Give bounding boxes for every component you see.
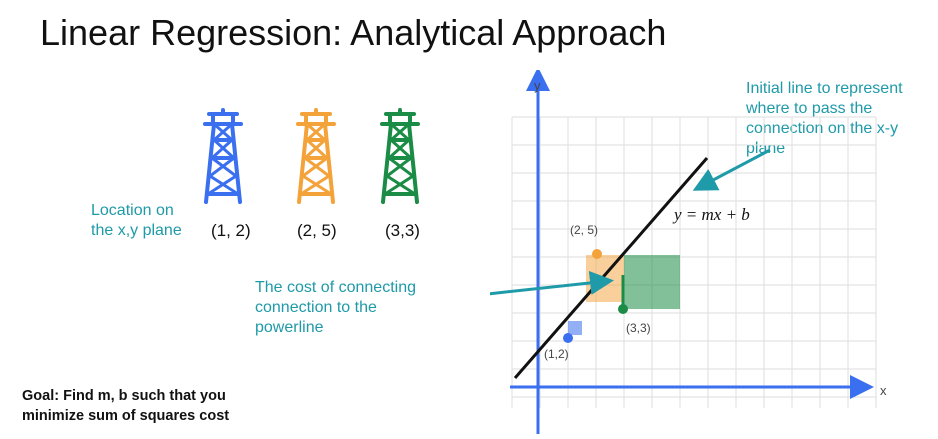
tower-coord-2: (2, 5) <box>297 221 337 240</box>
y-axis-label: y <box>534 78 541 93</box>
cost-pointer <box>490 270 614 296</box>
page-title: Linear Regression: Analytical Approach <box>40 12 667 53</box>
tower-icons <box>203 108 420 204</box>
point-3-3 <box>618 304 628 314</box>
blue-cost-square <box>568 321 582 335</box>
point-label-1-2: (1,2) <box>544 347 569 361</box>
x-axis-label: x <box>880 383 887 398</box>
location-label: Location on the x,y plane <box>91 202 182 239</box>
regression-plot: y x y = mx + b (1,2) (2, 5) (3,3) <box>490 70 887 434</box>
point-1-2 <box>563 333 573 343</box>
point-label-3-3: (3,3) <box>626 321 651 335</box>
tower-coord-3: (3,3) <box>385 221 420 240</box>
regression-line <box>513 157 709 379</box>
orange-tower-icon <box>296 108 336 204</box>
green-tower-icon <box>380 108 420 204</box>
initial-line-pointer <box>692 148 771 191</box>
green-cost-square <box>624 255 680 309</box>
cost-label: The cost of connecting connection to the… <box>255 279 416 336</box>
tower-coord-1: (1, 2) <box>211 221 251 240</box>
line-equation: y = mx + b <box>672 205 750 224</box>
blue-tower-icon <box>203 108 243 204</box>
point-label-2-5: (2, 5) <box>570 223 598 237</box>
initial-line-label: Initial line to represent where to pass … <box>746 80 903 157</box>
point-2-5 <box>592 249 602 259</box>
goal-text: Goal: Find m, b such that you minimize s… <box>22 388 230 424</box>
plot-grid <box>511 116 877 408</box>
orange-cost-square <box>586 255 624 302</box>
